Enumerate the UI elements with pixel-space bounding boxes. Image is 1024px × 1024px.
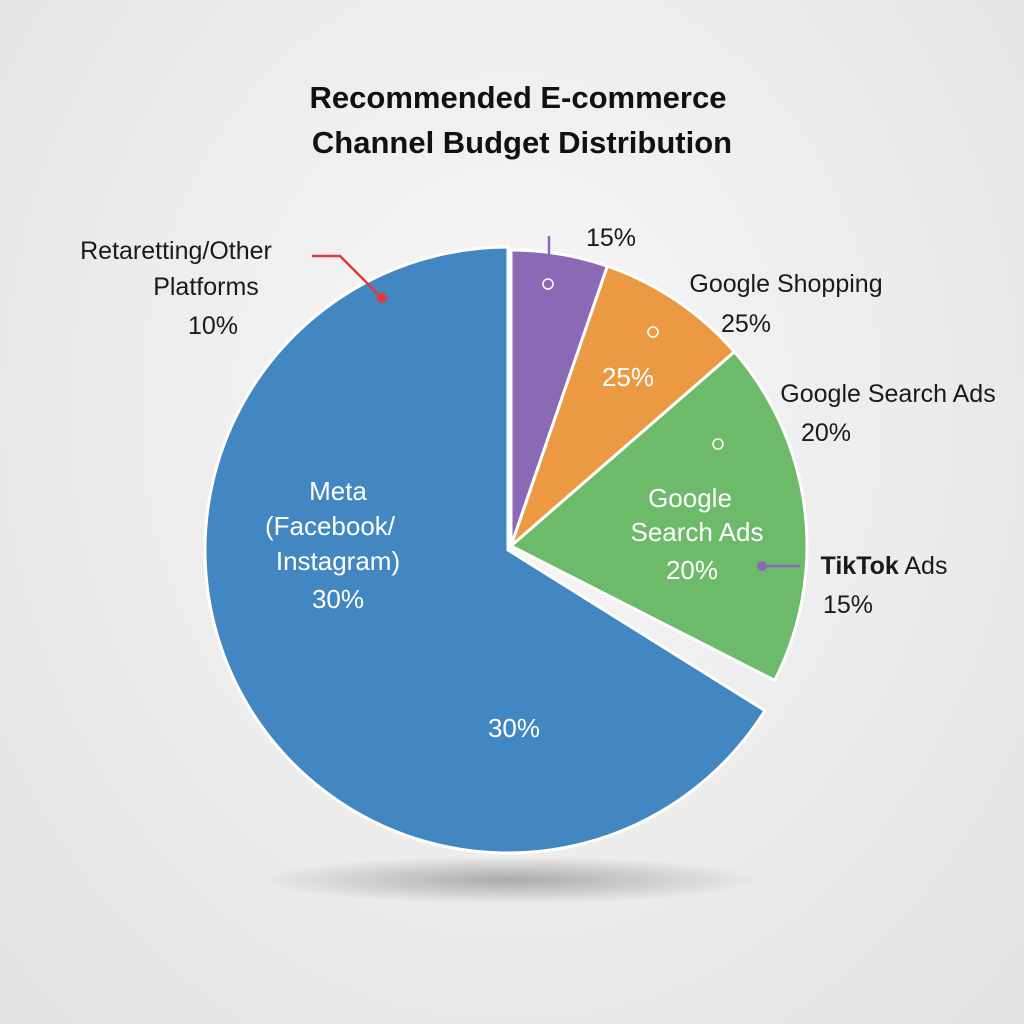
chart-title-line-1: Recommended E-commerce (310, 80, 727, 115)
label-retargeting-line-1: Retaretting/Other (80, 237, 272, 265)
leader-dot-tiktok (757, 561, 767, 571)
inside-label-google-search-line-1: Google (648, 483, 732, 513)
marker-ring-search (712, 438, 724, 450)
label-google-shopping-name: Google Shopping (689, 270, 882, 298)
label-tiktok-name: TikTok Ads (821, 552, 948, 580)
label-retargeting-line-2: Platforms (153, 273, 259, 301)
label-tiktok-name-rest: Ads (899, 552, 948, 580)
label-google-search-pct: 20% (801, 419, 851, 447)
slice-meta[interactable] (203, 245, 768, 855)
inside-label-google-shopping: 25% (602, 362, 654, 392)
label-retargeting-pct: 10% (188, 312, 238, 340)
inside-label-meta-line-3: Instagram) (276, 546, 400, 576)
inside-label-meta-line-2: (Facebook/ (265, 511, 396, 541)
label-tiktok-name-bold: TikTok (821, 552, 899, 580)
label-tiktok-pct: 15% (823, 591, 873, 619)
inside-label-meta-pct: 30% (312, 584, 364, 614)
inside-label-google-search-pct: 20% (666, 555, 718, 585)
marker-ring-shopping (647, 326, 659, 338)
chart-title-line-2: Channel Budget Distribution (312, 125, 732, 160)
inside-label-meta-line-1: Meta (309, 476, 367, 506)
label-tiktok-pct-top: 15% (586, 224, 636, 252)
chart-shadow (260, 856, 760, 904)
slice-google-search-ads[interactable] (508, 349, 809, 683)
inside-label-google-search-line-2: Search Ads (631, 517, 764, 547)
label-google-search-name: Google Search Ads (780, 380, 995, 408)
leader-line-search (721, 404, 763, 441)
slice-google-shopping[interactable] (507, 264, 737, 551)
leader-line-retargeting (312, 254, 383, 299)
marker-ring-tiktok (542, 278, 554, 290)
leader-dot-retargeting (377, 293, 387, 303)
inside-label-bottom-pct: 30% (488, 713, 540, 743)
label-google-shopping-pct: 25% (721, 310, 771, 338)
